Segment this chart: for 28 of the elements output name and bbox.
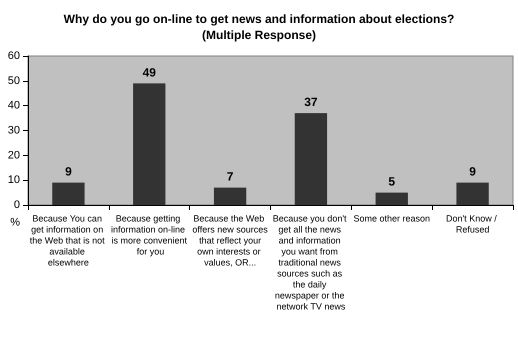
y-tick-label: 60 — [8, 50, 20, 62]
bar — [133, 83, 166, 205]
chart-title: Why do you go on-line to get news and information about elections? — [64, 12, 454, 26]
category-label: Because you don't get all the news and information you want from traditional news sources such as the daily newspaper or the network TV news — [272, 214, 347, 312]
y-axis-title: % — [10, 216, 20, 228]
data-label: 7 — [226, 170, 234, 184]
x-tick-label: Because getting information on-line is more convenient for you — [110, 214, 188, 256]
x-tick-label: Because the Web offers new sources that reflect your own interests or values, OR... — [192, 214, 268, 268]
bar — [214, 188, 246, 205]
y-tick-label: 30 — [8, 124, 20, 136]
data-label: 5 — [388, 174, 396, 189]
chart-subtitle: (Multiple Response) — [202, 28, 316, 42]
bar — [294, 113, 328, 205]
x-tick-label: Don't Know / Refused — [446, 214, 500, 234]
bar — [52, 182, 85, 205]
y-tick-label: 0 — [14, 199, 20, 211]
bar — [456, 182, 489, 205]
y-tick-label: 20 — [8, 149, 20, 162]
data-label: 9 — [65, 164, 72, 179]
x-tick-label: Some other reason — [353, 214, 430, 224]
data-label: 49 — [142, 65, 156, 80]
y-tick-label: 50 — [8, 74, 20, 87]
data-label: 37 — [304, 95, 318, 110]
bar — [376, 192, 408, 205]
x-tick-label: Because You can get information on the Web that is not available elsewhere — [30, 214, 108, 268]
y-tick-label: 40 — [8, 100, 20, 112]
y-tick-label: 10 — [8, 174, 20, 186]
data-label: 9 — [469, 164, 476, 179]
